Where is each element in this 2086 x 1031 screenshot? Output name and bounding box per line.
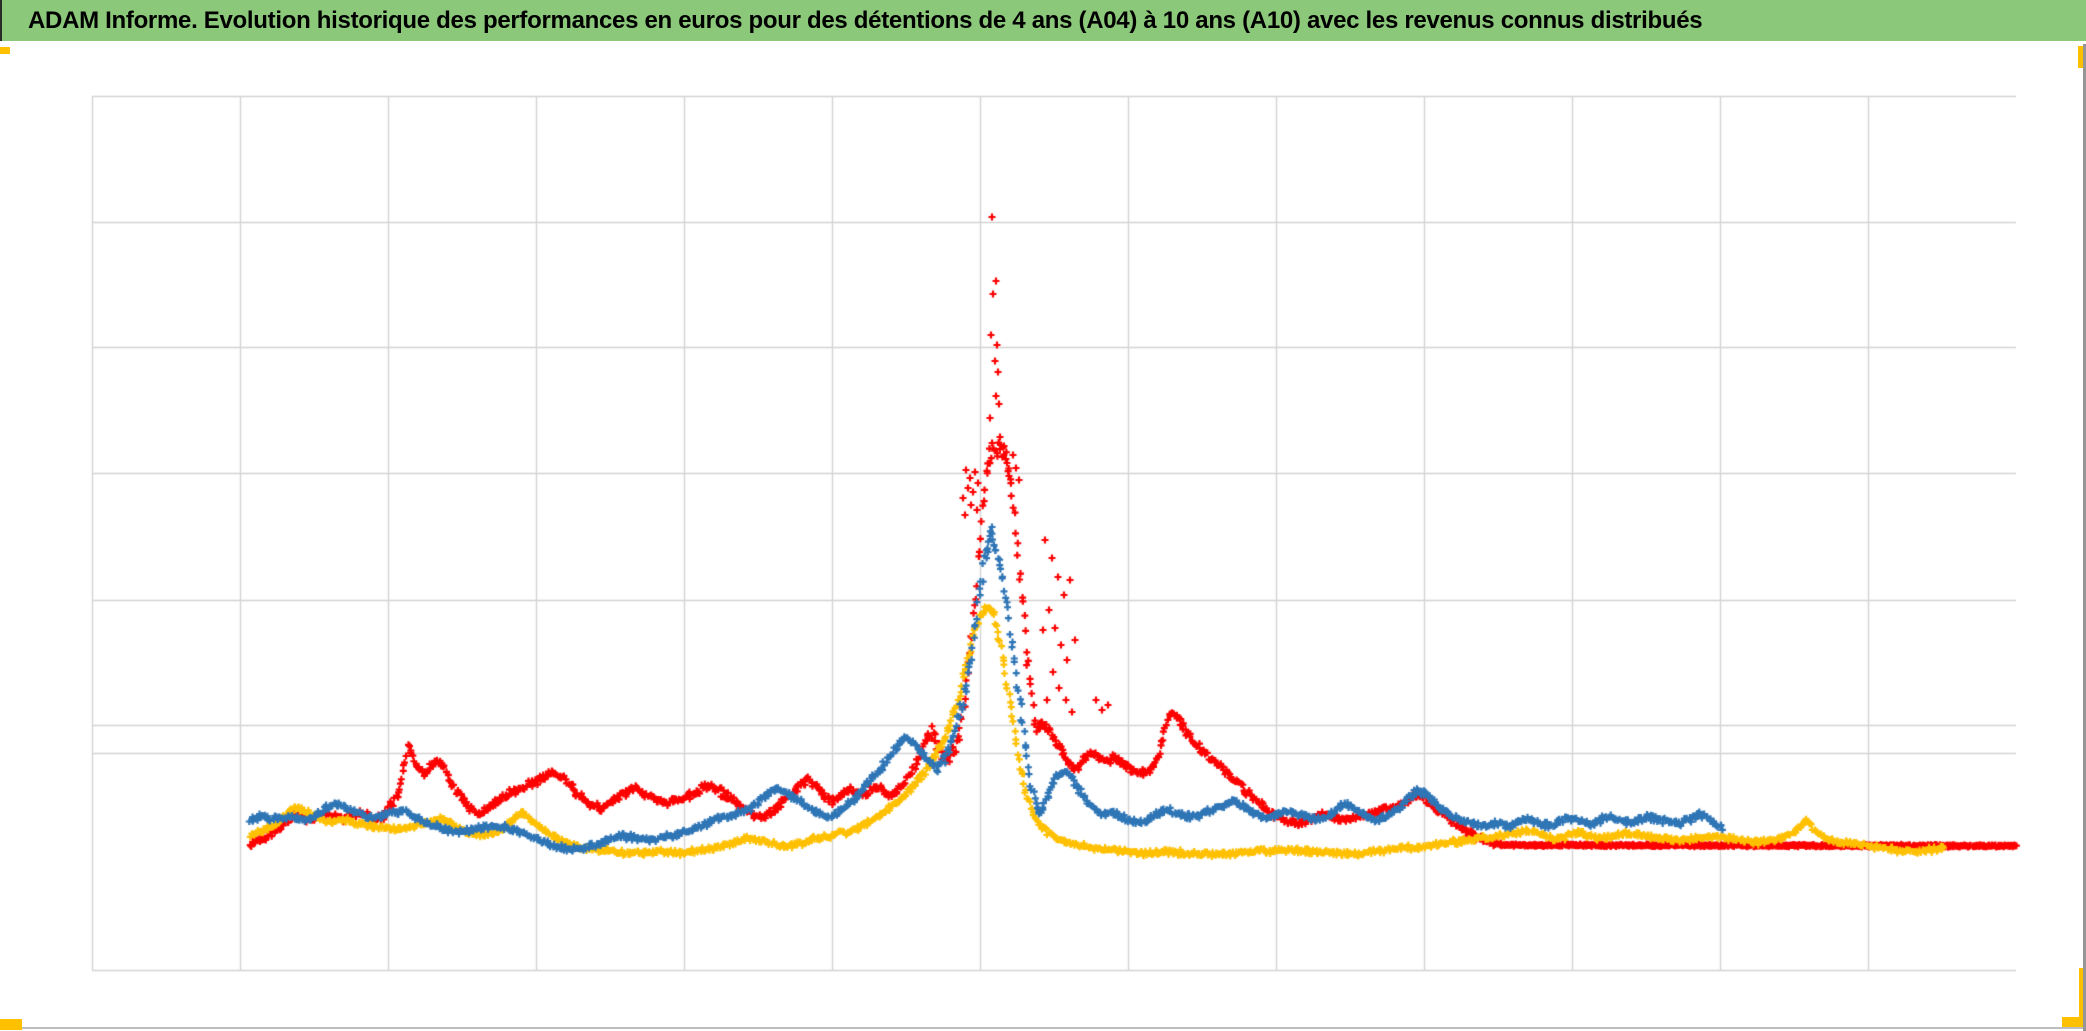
highlight-corner-top-left [0, 47, 10, 54]
highlight-corner-bottom-right-horizontal [2062, 1017, 2086, 1028]
highlight-corner-bottom-left [0, 1019, 22, 1030]
highlight-corner-bottom-right-vertical [2079, 968, 2086, 1028]
window-left-sliver [0, 0, 2, 41]
window-bottom-edge [22, 1027, 2086, 1029]
highlight-corner-top-right [2078, 46, 2086, 68]
window-right-edge [2083, 44, 2086, 1031]
